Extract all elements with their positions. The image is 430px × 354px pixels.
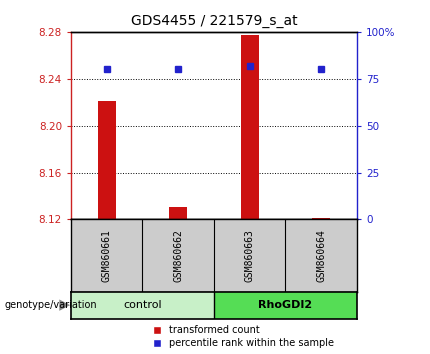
Bar bbox=[98, 101, 116, 219]
Bar bbox=[214, 292, 357, 319]
Text: genotype/variation: genotype/variation bbox=[4, 300, 97, 310]
Polygon shape bbox=[59, 299, 70, 311]
Bar bbox=[71, 292, 214, 319]
Bar bbox=[312, 218, 330, 219]
Bar bbox=[241, 35, 258, 219]
Text: control: control bbox=[123, 300, 162, 310]
Bar bbox=[169, 207, 187, 219]
Text: GSM860664: GSM860664 bbox=[316, 229, 326, 282]
Text: GSM860663: GSM860663 bbox=[245, 229, 255, 282]
Legend: transformed count, percentile rank within the sample: transformed count, percentile rank withi… bbox=[146, 324, 335, 349]
Title: GDS4455 / 221579_s_at: GDS4455 / 221579_s_at bbox=[131, 14, 297, 28]
Text: GSM860661: GSM860661 bbox=[101, 229, 112, 282]
Text: GSM860662: GSM860662 bbox=[173, 229, 183, 282]
Text: RhoGDI2: RhoGDI2 bbox=[258, 300, 313, 310]
